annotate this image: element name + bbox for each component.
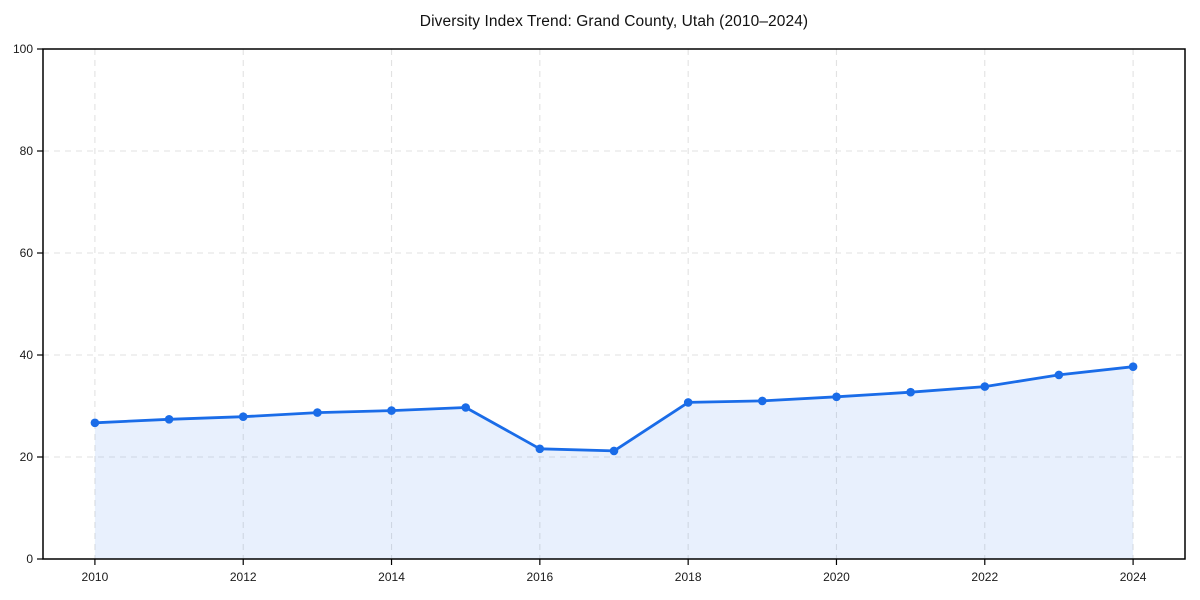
data-point [906,387,915,397]
data-point [1054,370,1064,380]
data-point [238,412,248,422]
x-tick-label: 2016 [526,570,553,584]
y-tick-label: 100 [13,42,33,56]
y-tick-label: 60 [20,246,34,260]
data-point [683,398,693,407]
area-fill [94,366,1134,559]
x-tick-label: 2014 [378,570,405,584]
x-tick-label: 2012 [230,570,257,584]
chart-title: Diversity Index Trend: Grand County, Uta… [419,13,809,30]
data-point [90,418,100,428]
x-tick-label: 2018 [675,570,702,584]
x-tick-label: 2020 [823,570,850,584]
data-point [387,406,396,415]
y-tick-label: 80 [20,144,34,158]
x-tick-label: 2010 [82,570,109,584]
data-point [1128,362,1138,372]
y-tick-label: 40 [20,348,34,362]
data-point [313,408,322,417]
y-tick-label: 0 [26,552,33,566]
data-point [980,382,990,391]
data-point [609,446,619,456]
data-point [461,403,471,412]
plot-border [42,48,1186,560]
y-tick-label: 20 [20,450,34,464]
x-tick-label: 2022 [971,570,998,584]
data-point [164,415,174,424]
x-tick-label: 2024 [1120,570,1147,584]
data-point [535,444,545,454]
data-point [758,396,767,406]
data-point [832,392,841,402]
